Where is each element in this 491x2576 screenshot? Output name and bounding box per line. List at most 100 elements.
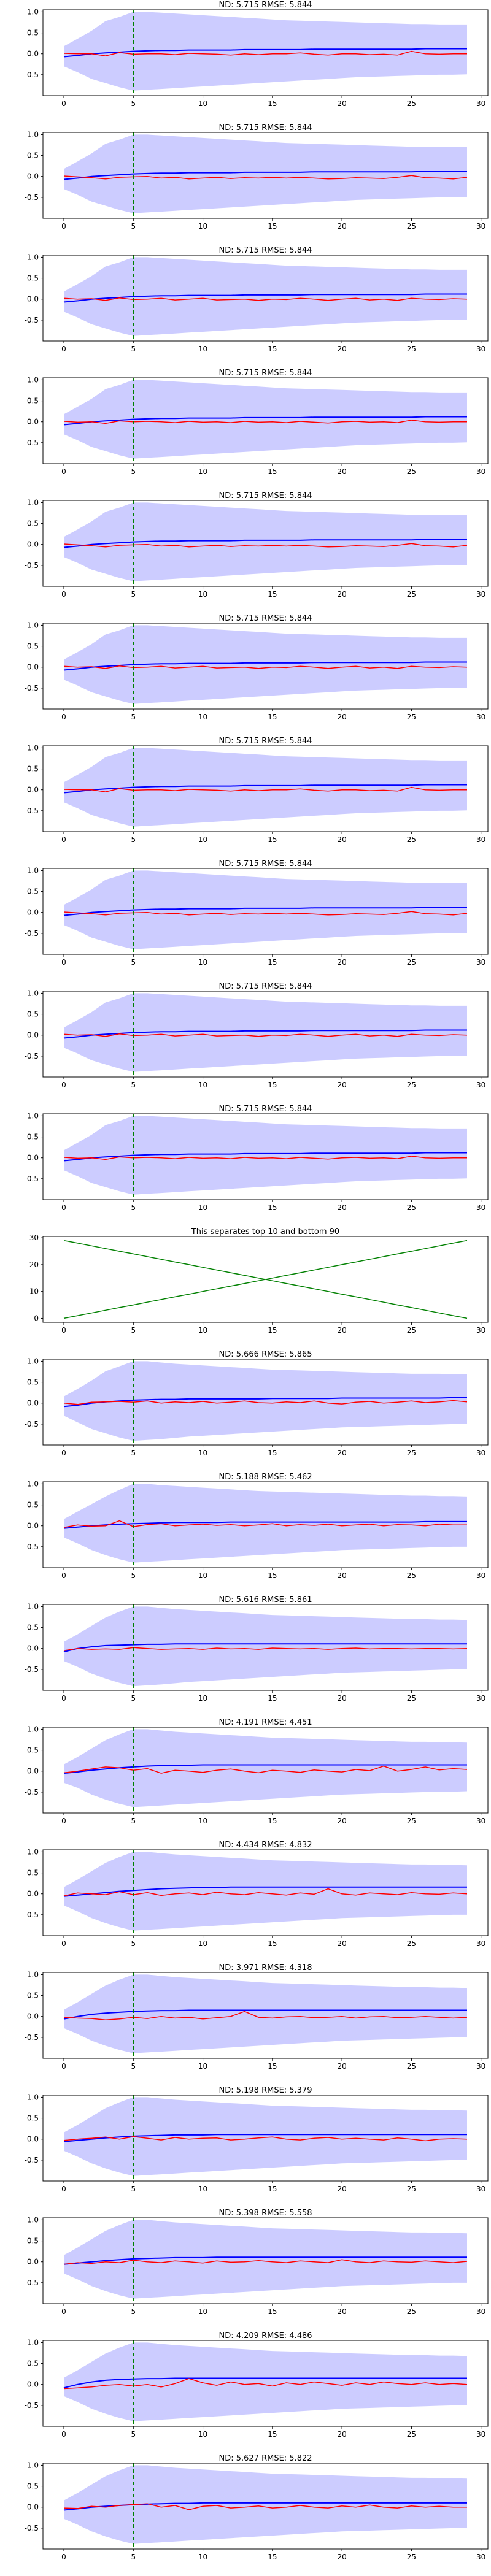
- y-tick-label: 0.0: [27, 295, 39, 304]
- confidence-band: [64, 1484, 467, 1563]
- x-tick-label: 15: [268, 2185, 277, 2193]
- y-tick-label: 0.0: [27, 663, 39, 672]
- target-line: [63, 1033, 468, 1037]
- x-tick-label: 30: [476, 2430, 485, 2439]
- panel-title: ND: 5.198 RMSE: 5.379: [218, 2086, 312, 2095]
- y-tick-label: -0.5: [25, 193, 39, 202]
- y-tick-label: -0.5: [25, 2279, 39, 2287]
- confidence-band: [64, 993, 467, 1072]
- chart-panel-11: This separates top 10 and bottom 90 0 5 10 1…: [29, 1227, 489, 1335]
- panel-title: ND: 5.715 RMSE: 5.844: [218, 369, 312, 378]
- x-tick-label: 5: [131, 1081, 136, 1089]
- target-line: [63, 175, 468, 180]
- x-tick-label: 10: [198, 2430, 207, 2439]
- y-tick-label: -0.5: [25, 2156, 39, 2164]
- y-tick-label: 1.0: [27, 1725, 39, 1733]
- axes-frame: [42, 1604, 489, 1691]
- y-tick-label: -0.5: [25, 316, 39, 324]
- y-tick-label: -0.5: [25, 439, 39, 447]
- x-tick-label: 0: [61, 99, 66, 108]
- y-tick-label: 1.0: [27, 1970, 39, 1979]
- target-line: [63, 50, 467, 56]
- y-tick-label: 1.0: [27, 621, 39, 629]
- axes-frame: [42, 1972, 489, 2059]
- series-line-2: [63, 1240, 468, 1319]
- panel-title: ND: 5.715 RMSE: 5.844: [218, 1105, 312, 1114]
- x-tick-label: 30: [476, 1449, 485, 1457]
- x-tick-label: 25: [407, 1817, 416, 1825]
- x-tick-label: 30: [476, 1571, 485, 1580]
- y-tick-label: 0.5: [27, 1746, 39, 1755]
- prediction-line: [63, 1886, 467, 1897]
- y-tick-label: 0.5: [27, 1010, 39, 1019]
- x-tick-label: 15: [268, 2062, 277, 2071]
- panel-title: ND: 5.715 RMSE: 5.844: [218, 246, 312, 255]
- x-tick-label: 0: [61, 1081, 66, 1089]
- confidence-band: [64, 1729, 467, 1807]
- y-tick-label: 0.0: [27, 1399, 39, 1408]
- x-tick-label: 15: [268, 1817, 277, 1825]
- x-tick-label: 0: [61, 2553, 66, 2561]
- confidence-band: [64, 380, 467, 459]
- x-tick-label: 5: [131, 2307, 136, 2316]
- confidence-band: [64, 502, 467, 581]
- x-tick-label: 10: [198, 1939, 207, 1948]
- x-tick-label: 25: [407, 1571, 416, 1580]
- x-tick-label: 25: [407, 467, 416, 476]
- x-tick-label: 10: [198, 1817, 207, 1825]
- x-tick-label: 20: [337, 2430, 346, 2439]
- prediction-line: [63, 2256, 467, 2265]
- x-tick-label: 25: [407, 2553, 416, 2561]
- axes-frame: [42, 1359, 489, 1446]
- prediction-line: [63, 661, 467, 671]
- y-tick-label: 10: [29, 1287, 39, 1296]
- y-tick-label: 1.0: [27, 989, 39, 997]
- y-tick-label: -0.5: [25, 1788, 39, 1796]
- x-tick-label: 30: [476, 590, 485, 599]
- chart-panel-17: ND: 3.971 RMSE: 4.318 0 5 10 15 20 25 30 -0.5 0.0…: [25, 1963, 489, 2071]
- x-tick-label: 0: [61, 835, 66, 844]
- y-tick-label: -0.5: [25, 71, 39, 79]
- y-tick-label: 1.0: [27, 1357, 39, 1365]
- prediction-line: [63, 1520, 467, 1529]
- x-tick-label: 25: [407, 1203, 416, 1212]
- axes-frame: [42, 132, 489, 219]
- x-tick-label: 20: [337, 2062, 346, 2071]
- y-tick-label: 1.0: [27, 1111, 39, 1120]
- y-tick-label: 1.0: [27, 2461, 39, 2469]
- y-tick-label: 0.5: [27, 887, 39, 896]
- x-tick-label: 15: [268, 222, 277, 231]
- x-tick-label: 10: [198, 958, 207, 967]
- y-tick-label: 0.5: [27, 1501, 39, 1509]
- x-tick-label: 5: [131, 1939, 136, 1948]
- panel-title: ND: 4.209 RMSE: 4.486: [218, 2331, 312, 2340]
- chart-panel-3: ND: 5.715 RMSE: 5.844 0 5 10 15 20 25 30 -0.5 0.0…: [25, 246, 489, 353]
- chart-panel-10: ND: 5.715 RMSE: 5.844 0 5 10 15 20 25 30 -0.5 0.0…: [25, 1105, 489, 1212]
- x-tick-label: 0: [61, 1326, 66, 1335]
- x-tick-label: 20: [337, 2307, 346, 2316]
- y-tick-label: 0.5: [27, 274, 39, 283]
- axes-frame: [42, 991, 489, 1078]
- chart-panel-15: ND: 4.191 RMSE: 4.451 0 5 10 15 20 25 30 -0.5 0.0…: [25, 1718, 489, 1825]
- confidence-band: [64, 2342, 467, 2421]
- panel-title: ND: 5.715 RMSE: 5.844: [218, 737, 312, 746]
- x-tick-label: 30: [476, 2062, 485, 2071]
- panel-title: ND: 5.715 RMSE: 5.844: [218, 859, 312, 868]
- x-tick-label: 10: [198, 2307, 207, 2316]
- target-line: [63, 297, 468, 301]
- x-tick-label: 15: [268, 1203, 277, 1212]
- y-tick-label: -0.5: [25, 1420, 39, 1428]
- confidence-band: [64, 870, 467, 949]
- x-tick-label: 20: [337, 1571, 346, 1580]
- x-tick-label: 30: [476, 713, 485, 721]
- x-tick-label: 30: [476, 1326, 485, 1335]
- y-tick-label: 0.0: [27, 1767, 39, 1776]
- x-tick-label: 5: [131, 222, 136, 231]
- x-tick-label: 30: [476, 2185, 485, 2193]
- x-tick-label: 5: [131, 2430, 136, 2439]
- y-tick-label: -0.5: [25, 1175, 39, 1183]
- y-tick-label: 0.5: [27, 765, 39, 773]
- y-tick-label: 1.0: [27, 1602, 39, 1611]
- x-tick-label: 30: [476, 835, 485, 844]
- y-tick-label: 0.0: [27, 1890, 39, 1898]
